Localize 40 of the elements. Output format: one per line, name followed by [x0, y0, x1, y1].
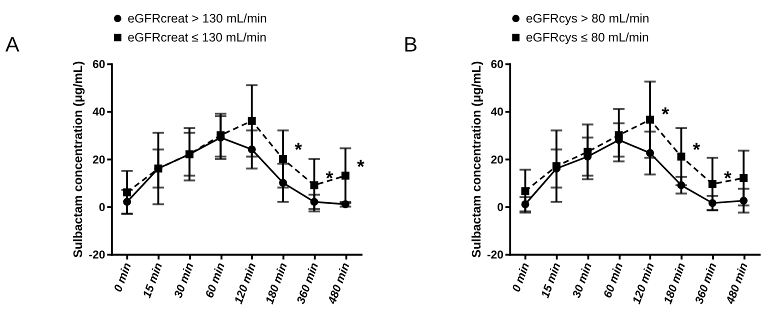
x-tick-label: 30 min [570, 262, 595, 300]
chart-title: B [404, 33, 418, 56]
y-axis-title: Sulbactam concentration (μg/mL) [469, 61, 484, 258]
legend-label: eGFRcys > 80 mL/min [526, 11, 650, 26]
x-tick-label: 360 min [295, 262, 322, 306]
x-tick-label: 480 min [724, 262, 751, 307]
annotation: * [356, 156, 365, 178]
chart-title: A [5, 33, 20, 56]
annotation: * [326, 168, 334, 190]
x-tick-label: 15 min [141, 262, 166, 300]
y-tick-label: 40 [490, 106, 504, 119]
annotation: * [724, 168, 732, 190]
y-tick-label: 0 [497, 202, 504, 214]
x-tick-label: 15 min [540, 262, 564, 300]
x-tick-label: 480 min [326, 262, 352, 307]
legend-label: eGFRcreat ≤ 130 mL/min [128, 30, 267, 44]
x-tick-label: 0 min [510, 262, 532, 294]
x-tick-label: 360 min [693, 262, 720, 306]
x-tick-label: 180 min [662, 262, 688, 306]
x-tick-label: 60 min [602, 262, 626, 300]
x-tick-label: 120 min [232, 262, 259, 306]
y-tick-label: 60 [92, 59, 106, 72]
y-tick-label: 20 [92, 154, 106, 166]
y-tick-label: 0 [98, 202, 106, 214]
x-tick-label: 120 min [631, 262, 657, 306]
x-tick-label: 0 min [112, 262, 134, 294]
legend-label: eGFRcys ≤ 80 mL/min [526, 30, 649, 44]
x-tick-label: 60 min [204, 262, 228, 300]
y-tick-label: 20 [490, 154, 504, 166]
y-tick-label: -20 [486, 250, 504, 262]
annotation: * [294, 140, 303, 162]
y-axis-title: Sulbactam concentration (μg/mL) [71, 61, 86, 258]
legend-label: eGFRcreat > 130 mL/min [128, 11, 268, 26]
annotation: * [692, 140, 701, 162]
y-tick-label: 60 [490, 59, 504, 72]
y-tick-label: 40 [92, 106, 106, 119]
x-tick-label: 30 min [172, 262, 196, 300]
x-tick-label: 180 min [264, 262, 290, 306]
annotation: * [662, 104, 670, 126]
y-tick-label: -20 [88, 250, 106, 262]
